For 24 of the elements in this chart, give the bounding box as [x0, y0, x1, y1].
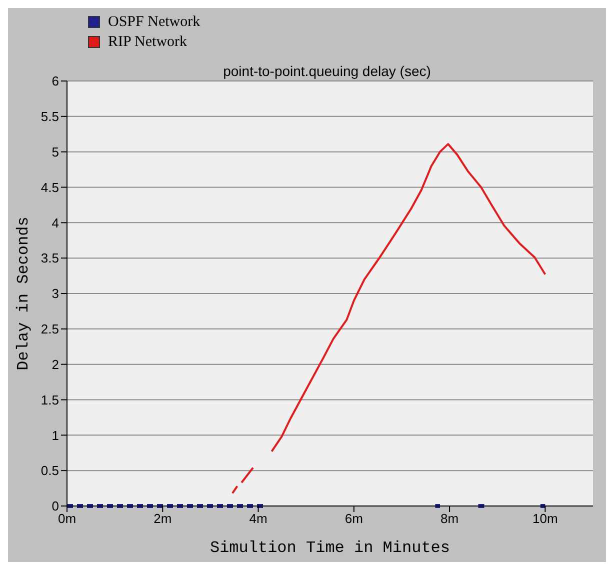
y-tick-label: 4 [52, 215, 59, 230]
y-tick-label: 0 [52, 498, 59, 514]
x-tick-label: 2m [154, 511, 172, 526]
y-tick-label: 1 [52, 428, 59, 443]
y-tick-label: 3.5 [40, 250, 59, 266]
x-tick-label: 4m [249, 511, 268, 526]
x-tick-label: 8m [440, 511, 459, 526]
x-tick-label: 6m [344, 511, 363, 526]
x-tick-label: 10m [532, 511, 558, 526]
y-axis-title: Delay in Seconds [14, 216, 33, 370]
y-tick-label: 2 [52, 356, 59, 372]
y-tick-label: 4.5 [40, 180, 59, 195]
y-tick-label: 0.5 [40, 463, 59, 478]
y-tick-label: 2.5 [40, 322, 59, 337]
y-tick-label: 3 [52, 286, 59, 302]
legend-label: OSPF Network [108, 14, 200, 30]
y-tick-label: 5.5 [40, 109, 59, 124]
y-tick-label: 1.5 [40, 392, 59, 408]
chart-title: point-to-point.queuing delay (sec) [223, 63, 431, 79]
y-tick-label: 5 [52, 144, 59, 160]
x-tick-label: 0m [58, 511, 76, 526]
y-tick-label: 6 [52, 74, 59, 89]
x-axis-title: Simultion Time in Minutes [210, 539, 450, 557]
legend-label: RIP Network [108, 34, 188, 50]
